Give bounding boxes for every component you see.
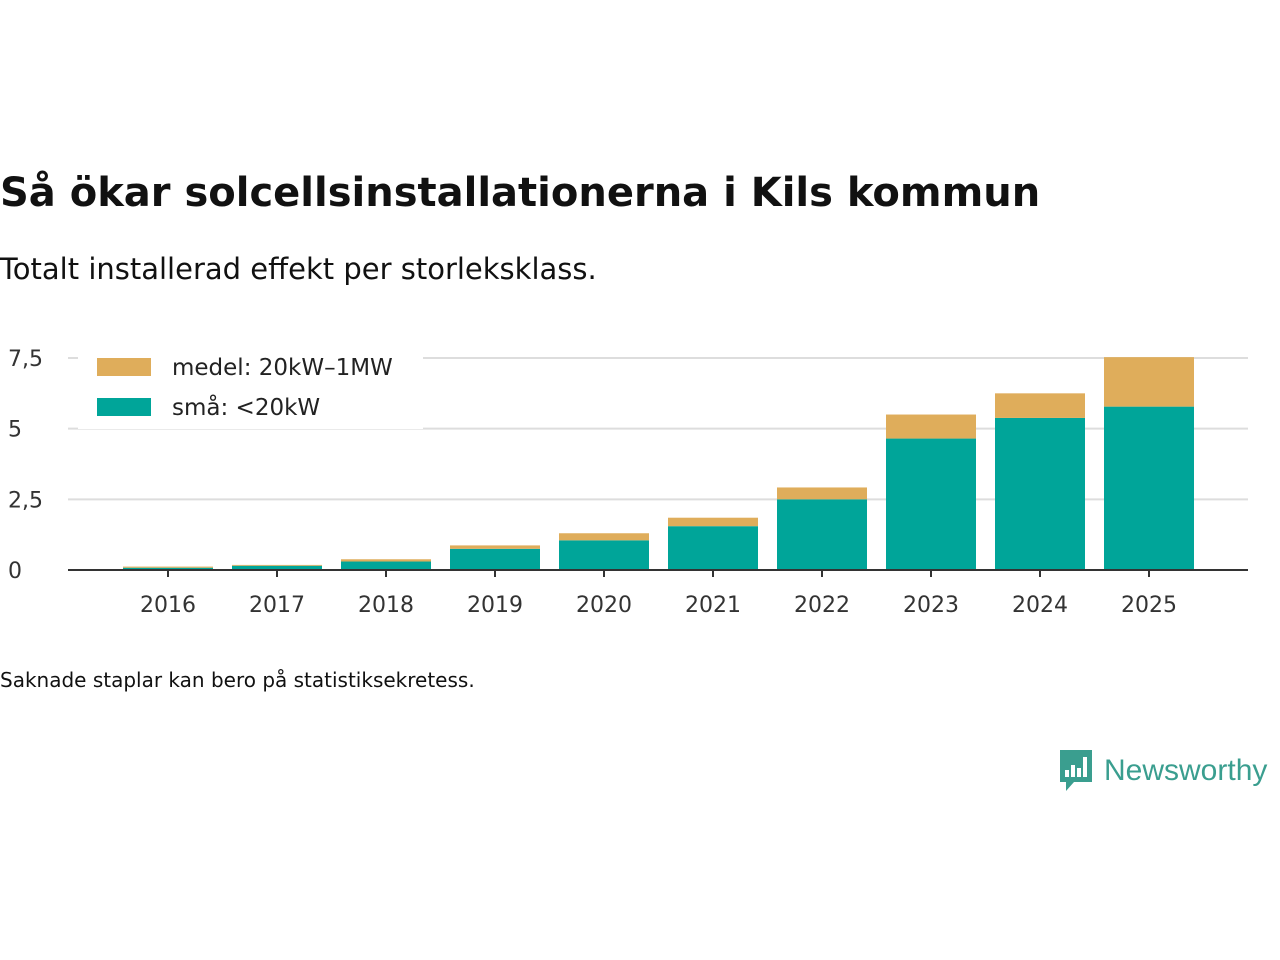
legend-swatch bbox=[97, 398, 151, 416]
bar-segment bbox=[123, 566, 213, 568]
bar-segment bbox=[777, 487, 867, 500]
y-tick-label: 7,5 bbox=[8, 347, 43, 372]
legend: medel: 20kW–1MW små: <20kW bbox=[78, 344, 423, 429]
x-tick-label: 2016 bbox=[140, 593, 196, 618]
bar-segment bbox=[559, 540, 649, 570]
bar-segment bbox=[341, 561, 431, 570]
bar-segment bbox=[886, 414, 976, 439]
y-tick-label: 0 bbox=[8, 559, 22, 584]
bar-segment bbox=[232, 565, 322, 570]
bar-segment bbox=[995, 393, 1085, 418]
x-tick-label: 2025 bbox=[1121, 593, 1177, 618]
x-axis: 2016 2017 2018 2019 2020 2021 2022 2023 2024 2025 bbox=[68, 569, 1248, 618]
x-tick-label: 2017 bbox=[249, 593, 305, 618]
newsworthy-logo-icon bbox=[1060, 750, 1092, 791]
x-tick-label: 2018 bbox=[358, 593, 414, 618]
bar-segment bbox=[450, 545, 540, 549]
bars bbox=[123, 357, 1194, 570]
y-tick-label: 2,5 bbox=[8, 488, 43, 513]
bar-segment bbox=[559, 533, 649, 541]
x-tick-label: 2024 bbox=[1012, 593, 1068, 618]
newsworthy-logo: Newsworthy bbox=[1058, 748, 1267, 794]
legend-label: medel: 20kW–1MW bbox=[172, 355, 393, 381]
bar-segment bbox=[123, 567, 213, 570]
bar-segment bbox=[341, 559, 431, 562]
x-tick-label: 2022 bbox=[794, 593, 850, 618]
legend-label: små: <20kW bbox=[172, 393, 320, 421]
bar-segment bbox=[777, 499, 867, 570]
bar-segment bbox=[668, 526, 758, 570]
chart-subtitle: Totalt installerad effekt per storlekskl… bbox=[0, 252, 597, 286]
legend-swatch bbox=[97, 358, 151, 376]
x-tick-label: 2020 bbox=[576, 593, 632, 618]
bar-segment bbox=[232, 564, 322, 566]
bar-segment bbox=[450, 548, 540, 570]
newsworthy-logo-text: Newsworthy bbox=[1104, 754, 1268, 787]
bar-segment bbox=[668, 517, 758, 527]
footnote: Saknade staplar kan bero på statistiksek… bbox=[0, 668, 475, 692]
bar-chart: 0 2,5 5 7,5 2016 2017 2018 2019 2020 2021 2022 202… bbox=[8, 344, 1248, 618]
y-tick-label: 5 bbox=[8, 418, 22, 443]
chart-title: Så ökar solcellsinstallationerna i Kils … bbox=[0, 170, 1041, 216]
bar-segment bbox=[1104, 357, 1194, 407]
x-tick-label: 2019 bbox=[467, 593, 523, 618]
x-tick-label: 2021 bbox=[685, 593, 741, 618]
y-axis-ticks: 0 2,5 5 7,5 bbox=[8, 347, 43, 584]
bar-segment bbox=[995, 417, 1085, 570]
bar-segment bbox=[886, 438, 976, 570]
x-tick-label: 2023 bbox=[903, 593, 959, 618]
bar-segment bbox=[1104, 406, 1194, 570]
